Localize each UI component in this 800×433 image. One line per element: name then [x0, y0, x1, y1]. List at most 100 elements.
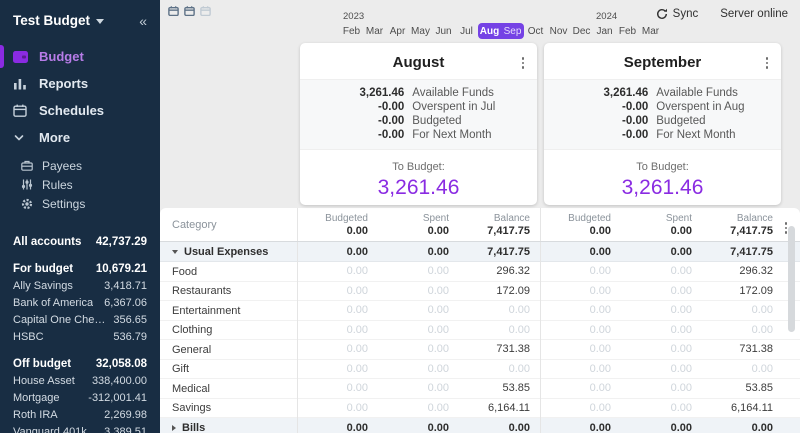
to-budget-amount[interactable]: 3,261.46	[621, 176, 704, 199]
all-accounts-row[interactable]: All accounts 42,737.29	[13, 233, 147, 250]
balance-cell[interactable]: 0.00	[751, 362, 773, 375]
category-name-cell[interactable]: Savings	[160, 399, 297, 419]
sidebar-item-settings[interactable]: Settings	[0, 194, 160, 213]
balance-cell[interactable]: 6,164.11	[487, 401, 530, 414]
collapse-group-icon[interactable]	[172, 250, 178, 254]
spent-cell[interactable]: 0.00	[427, 265, 449, 277]
month-tab-jul[interactable]: Jul	[460, 25, 473, 37]
spent-cell[interactable]: 0.00	[670, 401, 692, 414]
spent-cell[interactable]: 0.00	[427, 382, 449, 394]
sidebar-item-budget[interactable]: Budget	[0, 44, 160, 69]
balance-cell[interactable]: 53.85	[502, 382, 530, 394]
balance-cell[interactable]: 0.00	[751, 323, 773, 336]
balance-cell[interactable]: 6,164.11	[730, 401, 773, 414]
account-row[interactable]: Vanguard 401k 3,389.51	[13, 423, 147, 433]
month-tab-feb[interactable]: Feb	[618, 25, 637, 37]
server-status[interactable]: Server online	[720, 8, 788, 20]
account-group-header[interactable]: For budget 10,679.21	[13, 260, 147, 277]
budgeted-cell[interactable]: 0.00	[540, 340, 621, 360]
account-row[interactable]: Roth IRA 2,269.98	[13, 406, 147, 423]
category-name-cell[interactable]: Restaurants	[160, 282, 297, 302]
spent-cell[interactable]: 0.00	[427, 401, 449, 414]
balance-cell[interactable]: 0.00	[508, 304, 530, 316]
spent-cell[interactable]: 0.00	[427, 362, 449, 375]
group-spent-cell[interactable]: 0.00	[670, 246, 692, 258]
category-name-cell[interactable]: Gift	[160, 360, 297, 380]
category-group-row[interactable]: Bills 0.00 0.00 0.00 0.00 0.00 0.00	[160, 418, 800, 433]
budgeted-cell[interactable]: 0.00	[297, 398, 378, 418]
category-name-cell[interactable]: Entertainment	[160, 301, 297, 321]
spent-cell[interactable]: 0.00	[670, 265, 692, 277]
group-budgeted-cell[interactable]: 0.00	[540, 418, 621, 433]
month-tab-mar[interactable]: Mar	[641, 25, 660, 37]
budgeted-cell[interactable]: 0.00	[297, 281, 378, 301]
budget-file-menu[interactable]: Test Budget	[13, 13, 104, 28]
budgeted-cell[interactable]: 0.00	[540, 281, 621, 301]
category-group-name-cell[interactable]: Bills	[160, 418, 297, 433]
category-name-cell[interactable]: Food	[160, 262, 297, 282]
spent-cell[interactable]: 0.00	[670, 304, 692, 316]
month-tab-jan[interactable]: Jan	[596, 25, 613, 37]
category-menu-icon[interactable]	[783, 220, 790, 236]
spent-cell[interactable]: 0.00	[670, 343, 692, 355]
spent-cell[interactable]: 0.00	[670, 382, 692, 394]
balance-cell[interactable]: 172.09	[496, 284, 530, 297]
budgeted-cell[interactable]: 0.00	[540, 398, 621, 418]
month-tab-nov[interactable]: Nov	[549, 25, 568, 37]
budgeted-cell[interactable]: 0.00	[297, 340, 378, 360]
spent-cell[interactable]: 0.00	[670, 284, 692, 297]
group-balance-cell[interactable]: 7,417.75	[487, 246, 530, 258]
month-tab-may[interactable]: May	[411, 25, 430, 37]
balance-cell[interactable]: 296.32	[739, 265, 773, 277]
budgeted-cell[interactable]: 0.00	[297, 301, 378, 321]
category-group-name-cell[interactable]: Usual Expenses	[160, 242, 297, 262]
category-group-row[interactable]: Usual Expenses 0.00 0.00 7,417.75 0.00 0.00 7,…	[160, 242, 800, 262]
month-tab-aug[interactable]: Aug	[478, 23, 501, 39]
month-tab-dec[interactable]: Dec	[572, 25, 591, 37]
budgeted-cell[interactable]: 0.00	[540, 359, 621, 379]
balance-cell[interactable]: 0.00	[508, 323, 530, 336]
sidebar-item-payees[interactable]: Payees	[0, 156, 160, 175]
balance-cell[interactable]: 0.00	[751, 304, 773, 316]
balance-cell[interactable]: 53.85	[745, 382, 773, 394]
spent-cell[interactable]: 0.00	[427, 284, 449, 297]
spent-cell[interactable]: 0.00	[427, 343, 449, 355]
balance-cell[interactable]: 0.00	[508, 362, 530, 375]
budgeted-cell[interactable]: 0.00	[297, 262, 378, 282]
sync-button[interactable]: Sync	[656, 8, 698, 20]
expand-group-icon[interactable]	[172, 425, 176, 431]
month-menu-icon[interactable]	[764, 55, 771, 71]
budgeted-cell[interactable]: 0.00	[540, 262, 621, 282]
balance-cell[interactable]: 296.32	[496, 265, 530, 277]
budgeted-cell[interactable]: 0.00	[540, 301, 621, 321]
group-balance-cell[interactable]: 0.00	[508, 422, 530, 433]
spent-cell[interactable]: 0.00	[427, 304, 449, 316]
budgeted-cell[interactable]: 0.00	[297, 359, 378, 379]
budgeted-cell[interactable]: 0.00	[540, 379, 621, 399]
account-row[interactable]: Capital One Checking 356.65	[13, 311, 147, 328]
group-balance-cell[interactable]: 0.00	[751, 422, 773, 433]
sidebar-item-rules[interactable]: Rules	[0, 175, 160, 194]
month-view-toggle-3[interactable]	[200, 6, 211, 16]
month-tab-oct[interactable]: Oct	[527, 25, 544, 37]
group-spent-cell[interactable]: 0.00	[427, 422, 449, 433]
balance-cell[interactable]: 731.38	[496, 343, 530, 355]
group-spent-cell[interactable]: 0.00	[670, 422, 692, 433]
to-budget-amount[interactable]: 3,261.46	[377, 176, 460, 199]
sidebar-item-reports[interactable]: Reports	[0, 71, 160, 96]
balance-cell[interactable]: 731.38	[739, 343, 773, 355]
sidebar-item-more[interactable]: More	[0, 125, 160, 150]
month-tab-feb[interactable]: Feb	[342, 25, 361, 37]
budgeted-cell[interactable]: 0.00	[297, 320, 378, 340]
month-view-toggle-2[interactable]	[184, 6, 195, 16]
account-row[interactable]: Ally Savings 3,418.71	[13, 277, 147, 294]
spent-cell[interactable]: 0.00	[427, 323, 449, 336]
budgeted-cell[interactable]: 0.00	[297, 379, 378, 399]
category-name-cell[interactable]: General	[160, 340, 297, 360]
balance-cell[interactable]: 172.09	[739, 284, 773, 297]
account-row[interactable]: House Asset 338,400.00	[13, 372, 147, 389]
group-budgeted-cell[interactable]: 0.00	[297, 242, 378, 262]
month-tab-jun[interactable]: Jun	[435, 25, 452, 37]
month-menu-icon[interactable]	[520, 55, 527, 71]
month-tab-sep[interactable]: Sep	[501, 23, 524, 39]
